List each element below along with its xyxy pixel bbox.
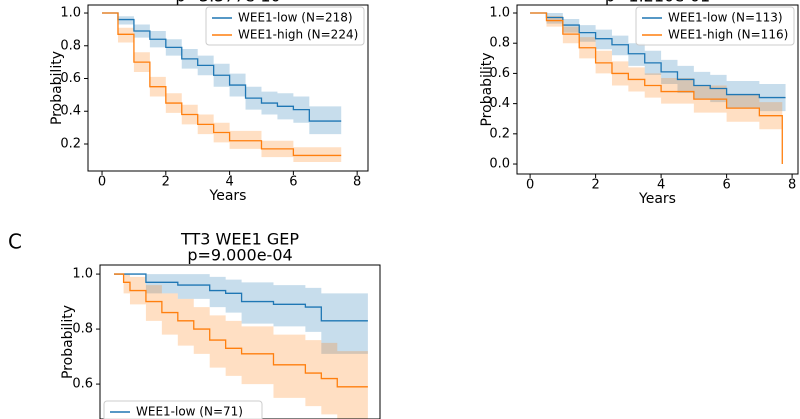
chart-subtitle: p=9.000e-04 <box>187 246 292 265</box>
y-tick-label: 0.8 <box>72 322 93 337</box>
panel-label: C <box>8 230 22 254</box>
x-axis-label: Years <box>209 188 247 204</box>
x-axis-label: Years <box>638 191 676 207</box>
x-tick-label: 8 <box>353 175 361 190</box>
plot-area <box>530 12 786 165</box>
y-tick-label: 0.6 <box>489 66 510 81</box>
y-tick-label: 0.2 <box>489 126 510 141</box>
chart-title: TT3 WEE1 GEP <box>180 230 299 249</box>
axes-frame <box>516 4 799 175</box>
confidence-band <box>114 274 368 354</box>
survival-line <box>530 12 783 165</box>
survival-line <box>114 273 368 388</box>
legend-box <box>635 6 795 46</box>
x-tick-label: 8 <box>788 178 796 193</box>
legend-label: WEE1-high (N=116) <box>668 28 788 42</box>
chart-title: p=1.210e-01 <box>605 0 710 6</box>
confidence-band <box>102 13 342 135</box>
y-tick-label: 0.2 <box>60 136 81 151</box>
y-tick-label: 1.0 <box>72 267 93 282</box>
legend-label: WEE1-low (N=218) <box>238 11 353 25</box>
y-tick-label: 0.6 <box>72 377 93 392</box>
y-tick-label: 0.6 <box>60 71 81 86</box>
chart-title: p=3.377e-10 <box>175 0 280 6</box>
legend-label: WEE1-high (N=224) <box>238 28 358 42</box>
y-axis-label: Probability <box>49 51 65 125</box>
confidence-band <box>530 13 783 165</box>
x-tick-label: 4 <box>225 175 233 190</box>
y-tick-label: 1.0 <box>60 6 81 21</box>
confidence-band <box>114 274 368 419</box>
x-tick-label: 6 <box>289 175 297 190</box>
x-tick-label: 2 <box>162 175 170 190</box>
y-tick-label: 0.4 <box>60 104 81 119</box>
y-tick-label: 0.8 <box>60 38 81 53</box>
legend-box <box>205 6 365 46</box>
x-tick-label: 0 <box>526 178 534 193</box>
axes-frame <box>99 264 381 419</box>
survival-line <box>102 12 342 157</box>
plot-area <box>114 273 368 419</box>
survival-line <box>114 273 368 322</box>
y-axis-label: Probability <box>60 305 76 379</box>
x-tick-label: 2 <box>591 178 599 193</box>
y-axis-label: Probability <box>479 52 495 126</box>
y-tick-label: 0.0 <box>489 157 510 172</box>
axes-frame <box>87 4 369 172</box>
survival-line <box>102 12 342 122</box>
y-tick-label: 0.8 <box>489 36 510 51</box>
legend-label: WEE1-low (N=113) <box>668 11 783 25</box>
plot-area <box>102 12 342 162</box>
survival-line <box>530 12 786 99</box>
x-tick-label: 4 <box>657 178 665 193</box>
legend-label: WEE1-low (N=71) <box>136 405 243 419</box>
confidence-band <box>530 13 786 112</box>
y-tick-label: 1.0 <box>489 6 510 21</box>
x-tick-label: 0 <box>98 175 106 190</box>
x-tick-label: 6 <box>722 178 730 193</box>
y-tick-label: 0.4 <box>489 96 510 111</box>
legend-box <box>103 400 263 419</box>
